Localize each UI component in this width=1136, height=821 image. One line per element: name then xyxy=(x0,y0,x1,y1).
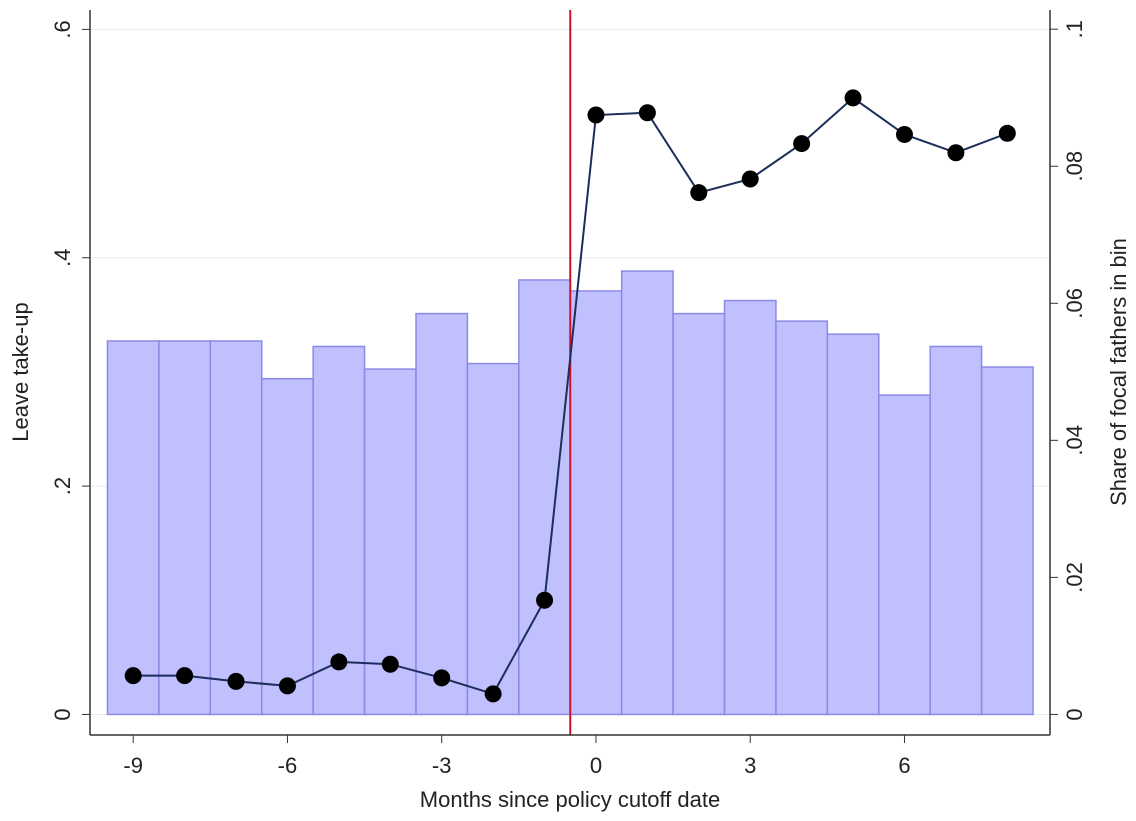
y2-tick-label: 0 xyxy=(1062,708,1087,720)
marker xyxy=(433,669,451,687)
y-tick-label: 0 xyxy=(50,708,75,720)
marker xyxy=(278,677,296,695)
bar xyxy=(620,270,674,716)
bar xyxy=(158,340,212,716)
y2-tick-label: .02 xyxy=(1062,562,1087,593)
marker xyxy=(587,106,605,124)
bar xyxy=(260,377,314,716)
bar xyxy=(878,394,931,716)
y2-axis-label: Share of focal fathers in bin xyxy=(1106,238,1131,506)
y-tick-label: .4 xyxy=(50,249,75,267)
y-tick-label: .6 xyxy=(50,20,75,38)
marker xyxy=(227,672,245,690)
y2-tick-label: .1 xyxy=(1062,20,1087,38)
marker xyxy=(947,144,965,162)
marker xyxy=(895,125,913,143)
marker xyxy=(638,104,656,122)
marker xyxy=(998,124,1016,142)
x-tick-label: -6 xyxy=(278,753,298,778)
bar xyxy=(775,320,829,716)
bar xyxy=(209,340,263,716)
x-tick-label: 0 xyxy=(590,753,602,778)
x-tick-label: 6 xyxy=(898,753,910,778)
marker xyxy=(330,653,348,671)
bar xyxy=(312,345,366,716)
bar xyxy=(980,366,1034,716)
bar xyxy=(672,312,726,716)
marker xyxy=(690,184,708,202)
marker xyxy=(536,591,554,609)
x-tick-label: -9 xyxy=(123,753,143,778)
bar xyxy=(106,340,160,716)
marker xyxy=(381,655,399,673)
bar xyxy=(826,333,880,716)
marker xyxy=(793,135,811,153)
bar xyxy=(569,290,623,716)
marker xyxy=(176,667,194,685)
y2-tick-label: .06 xyxy=(1062,288,1087,319)
marker xyxy=(844,89,862,107)
line xyxy=(133,96,1008,696)
marker xyxy=(124,667,142,685)
y2-tick-label: .04 xyxy=(1062,425,1087,456)
bar xyxy=(415,312,469,716)
x-tick-label: 3 xyxy=(744,753,756,778)
x-axis-label: Months since policy cutoff date xyxy=(420,787,720,812)
bar xyxy=(466,362,520,716)
y-tick-label: .2 xyxy=(50,477,75,495)
marker xyxy=(741,170,759,188)
marker xyxy=(484,685,502,703)
bar xyxy=(929,345,983,716)
y-axis-label: Leave take-up xyxy=(8,302,33,441)
x-tick-label: -3 xyxy=(432,753,452,778)
bar xyxy=(723,299,777,716)
y2-tick-label: .08 xyxy=(1062,151,1087,182)
bar xyxy=(518,279,572,716)
